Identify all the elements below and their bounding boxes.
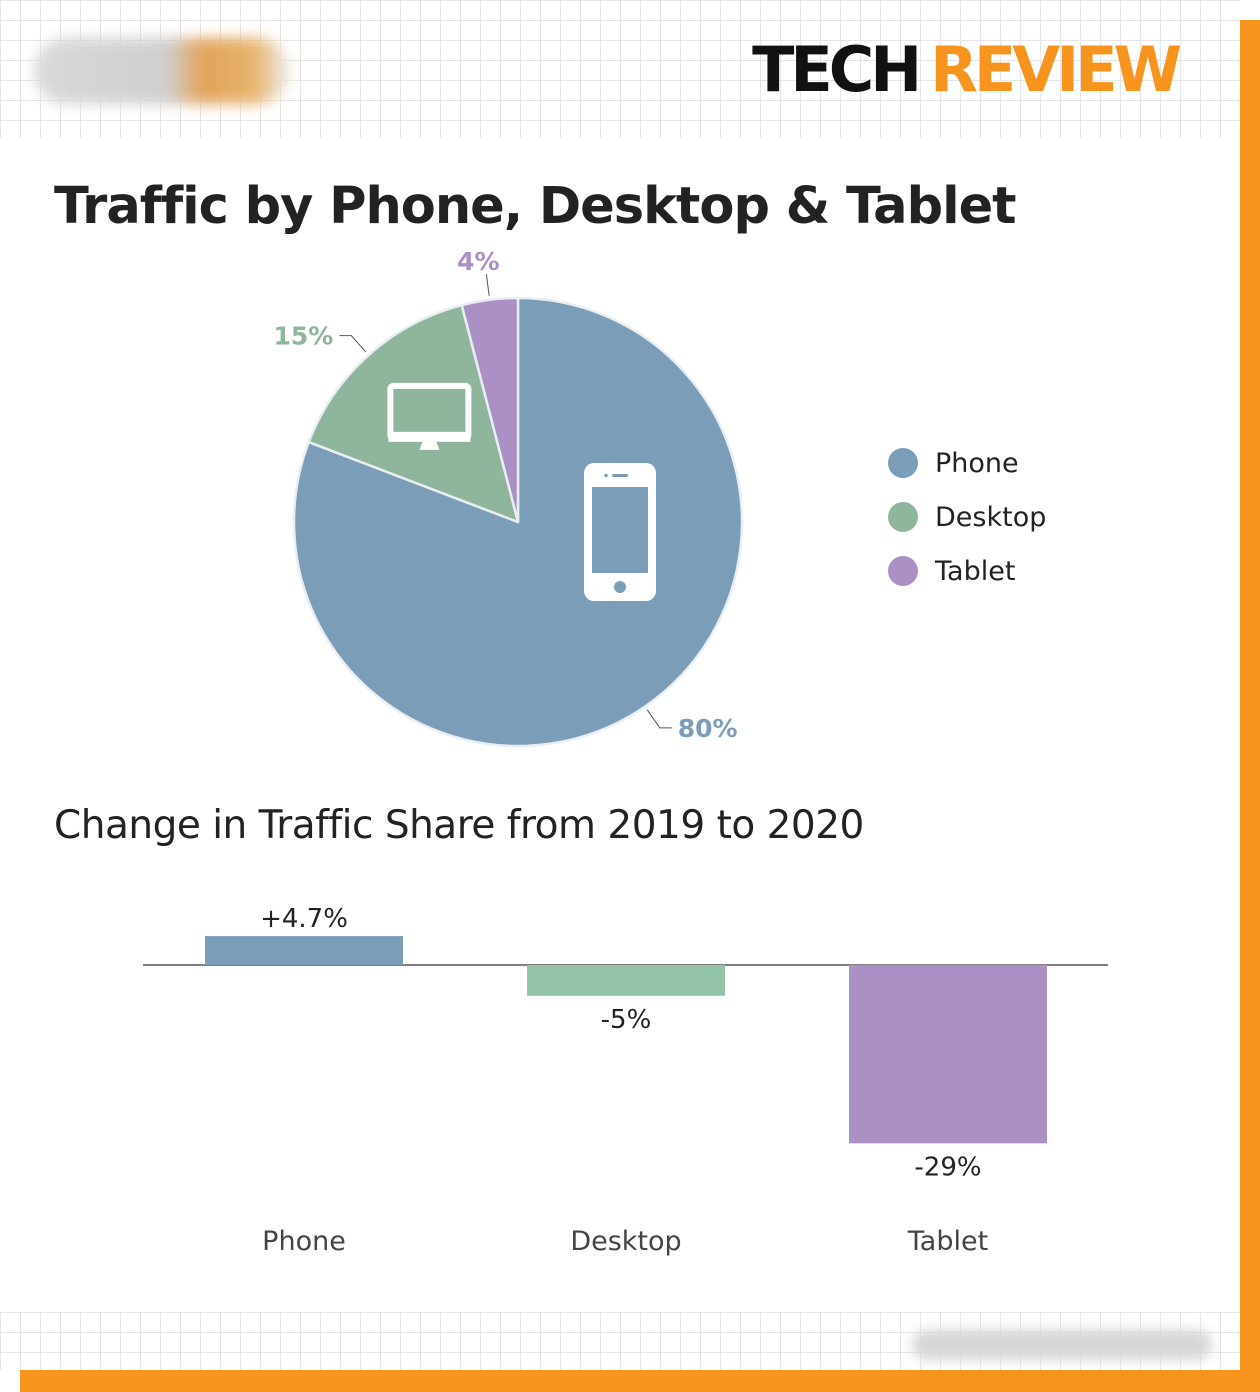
accent-border-bottom — [20, 1370, 1260, 1392]
header-grid-background — [0, 0, 1240, 138]
pie-chart: 80% 15% 4% — [273, 250, 744, 748]
bar-chart: +4.7% Phone -5% Desktop -29% Tablet — [143, 904, 1108, 1257]
blurred-logo — [34, 38, 290, 104]
leader-line-phone — [646, 709, 672, 729]
desktop-monitor-bezel — [388, 431, 471, 442]
pie-value-label-desktop: 15% — [273, 322, 333, 351]
blurred-footer-text — [912, 1330, 1212, 1360]
legend-label-desktop: Desktop — [935, 502, 1047, 533]
bar-tablet — [849, 965, 1047, 1144]
smartphone-screen — [592, 487, 648, 573]
bar-value-label-tablet: -29% — [914, 1152, 981, 1182]
pie-value-label-tablet: 4% — [457, 250, 499, 276]
smartphone-camera — [604, 473, 608, 478]
bar-category-label-phone: Phone — [262, 1226, 346, 1257]
legend-swatch-phone — [888, 448, 918, 478]
accent-border-right — [1240, 20, 1260, 1392]
smartphone-speaker — [612, 474, 628, 477]
pie-chart-title: Traffic by Phone, Desktop & Tablet — [54, 177, 1017, 236]
brand-word-tech: TECH — [752, 33, 922, 106]
bar-category-label-tablet: Tablet — [907, 1226, 988, 1257]
brand-word-review: REVIEW — [930, 33, 1182, 106]
bar-phone — [205, 936, 403, 965]
pie-slice-desktop — [307, 303, 520, 524]
bar-desktop — [527, 965, 725, 996]
legend-label-tablet: Tablet — [935, 556, 1016, 587]
desktop-monitor-stand — [419, 441, 440, 450]
leader-line-tablet — [485, 273, 490, 296]
legend-swatch-desktop — [888, 502, 918, 532]
legend-label-phone: Phone — [935, 448, 1019, 479]
brand-logo: TECH REVIEW — [752, 30, 1182, 110]
bar-category-label-desktop: Desktop — [570, 1226, 681, 1257]
smartphone-home-button — [614, 581, 626, 593]
bar-chart-title: Change in Traffic Share from 2019 to 202… — [54, 803, 864, 848]
pie-slice-tablet — [460, 296, 520, 524]
leader-line-desktop — [339, 335, 367, 353]
bar-value-label-desktop: -5% — [601, 1005, 652, 1035]
pie-value-label-phone: 80% — [678, 714, 738, 743]
smartphone-icon — [584, 463, 656, 601]
desktop-monitor-icon — [387, 382, 472, 450]
legend-swatch-tablet — [888, 556, 918, 586]
bar-value-label-phone: +4.7% — [260, 904, 348, 934]
